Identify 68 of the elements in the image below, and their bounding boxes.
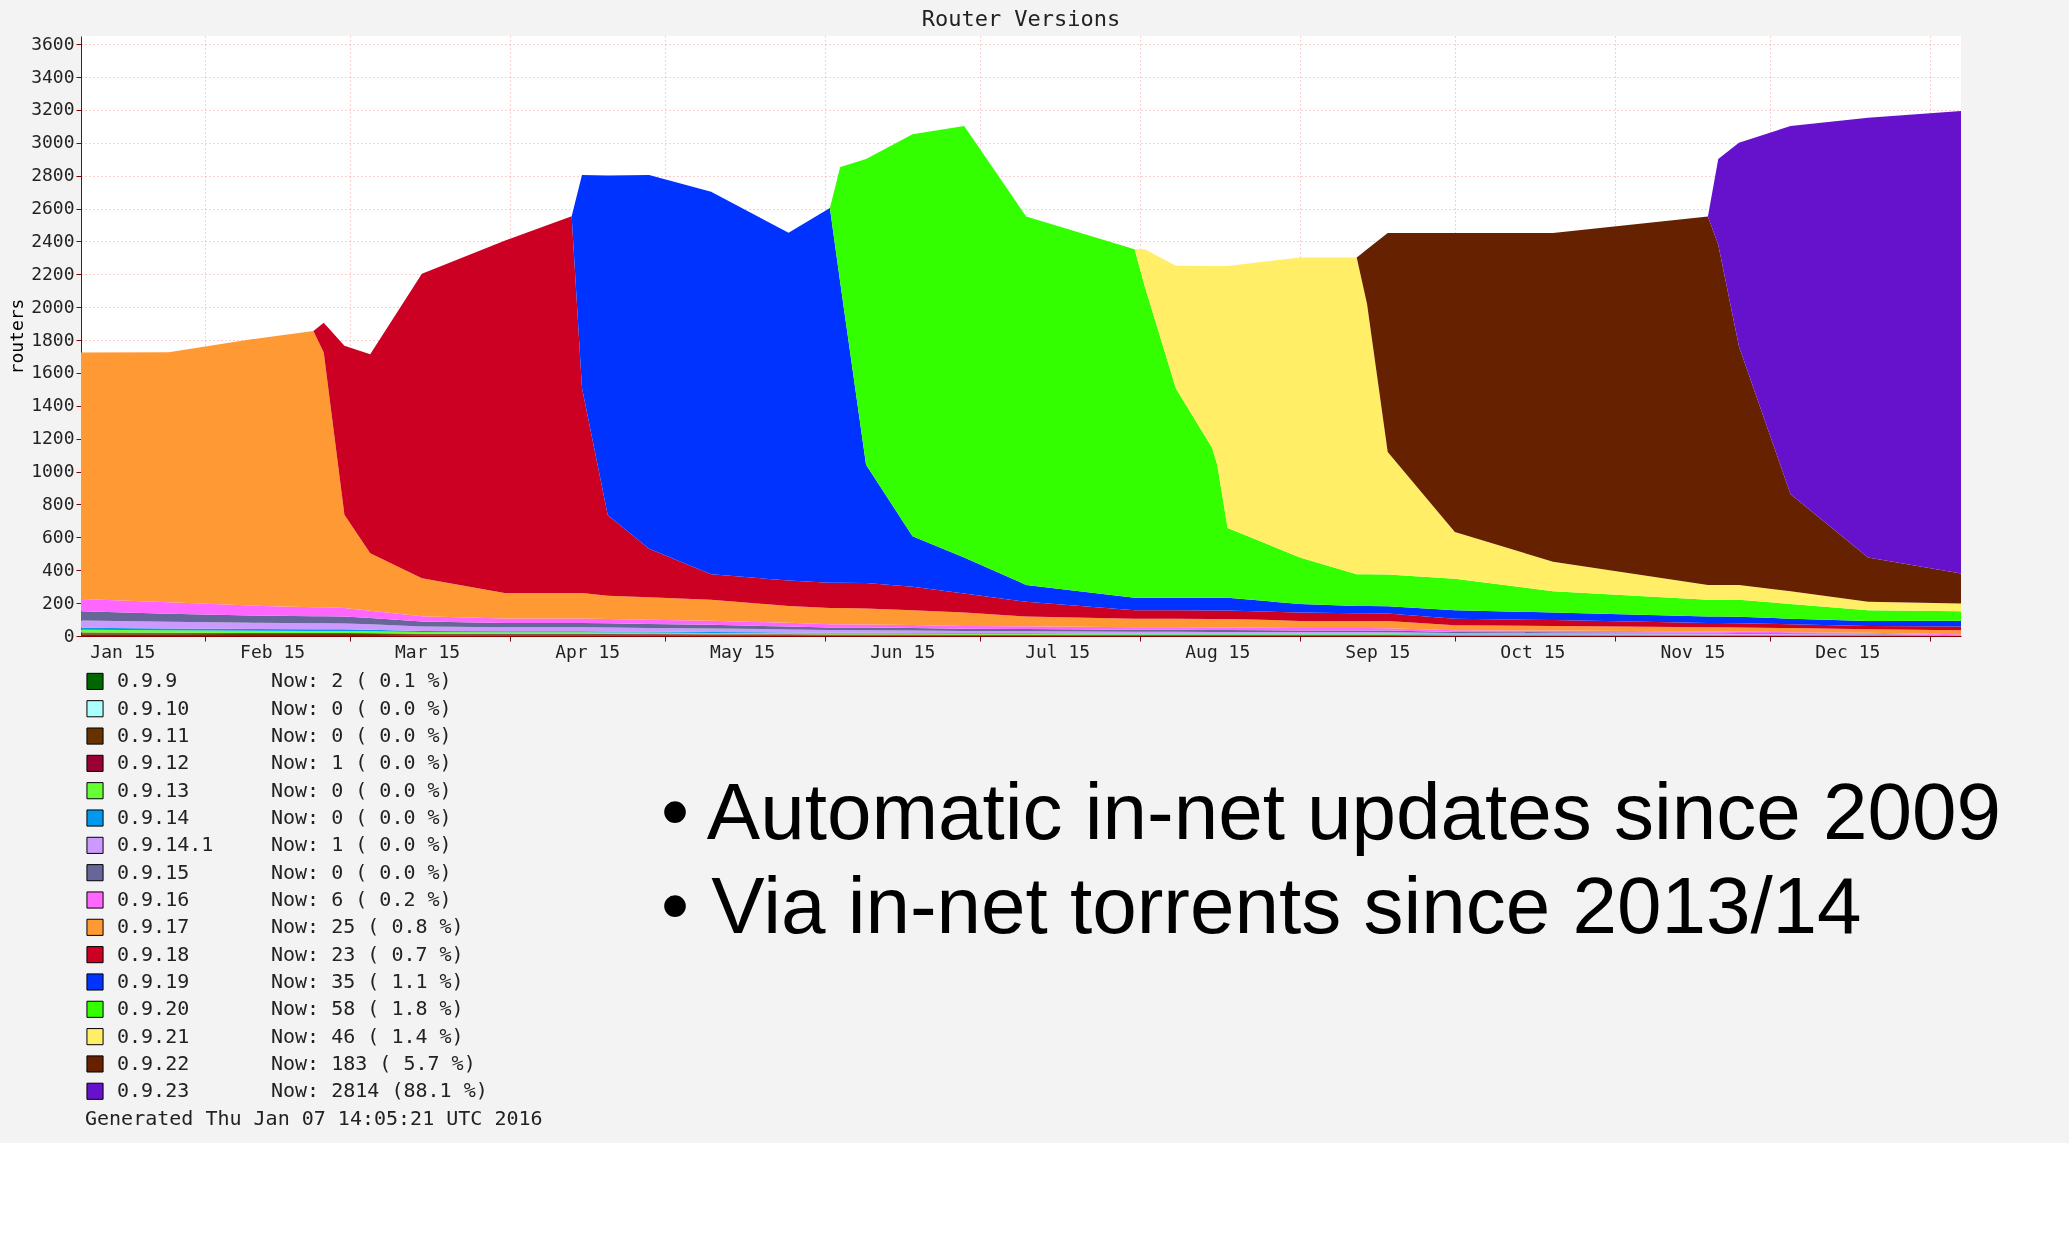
legend-label: 0.9.22: [117, 1050, 190, 1075]
legend-label: 0.9.20: [117, 996, 190, 1021]
y-tick-label: 1800: [31, 328, 75, 350]
x-tick-label: May 15: [710, 640, 776, 662]
x-tick-label: Sep 15: [1345, 640, 1411, 662]
text: • Via in-net torrents since 2013/14: [661, 861, 1862, 951]
y-tick-label: 3200: [31, 98, 75, 120]
legend-label: 0.9.12: [117, 750, 190, 775]
y-tick-label: 0: [63, 624, 75, 646]
legend-label: 0.9.17: [117, 914, 190, 939]
y-tick-label: 1000: [31, 460, 75, 482]
legend-label: 0.9.13: [117, 777, 190, 802]
text: Now: 0 ( 0.0 %): [271, 723, 452, 748]
y-tick-label: 2600: [31, 197, 75, 219]
legend-label: 0.9.15: [117, 859, 190, 884]
legend-label: 0.9.11: [117, 723, 190, 748]
y-tick-label: 1400: [31, 394, 75, 416]
text: Now: 0 ( 0.0 %): [271, 805, 452, 830]
y-tick-label: 3400: [31, 65, 75, 87]
x-tick-label: Mar 15: [395, 640, 461, 662]
y-tick-label: 1200: [31, 427, 75, 449]
text: Now: 6 ( 0.2 %): [271, 887, 452, 911]
x-tick-label: Aug 15: [1185, 640, 1251, 662]
chart-title: Router Versions: [921, 6, 1121, 32]
y-tick-label: 2400: [31, 229, 75, 251]
x-tick-label: Jun 15: [870, 640, 936, 662]
legend-label: 0.9.14: [117, 805, 190, 830]
y-tick-label: 3000: [31, 131, 75, 153]
y-tick-label: 1600: [31, 361, 75, 383]
text: • Automatic in-net updates since 2009: [661, 767, 2001, 857]
text: Now: 46 ( 1.4 %): [271, 1023, 464, 1048]
x-tick-label: Apr 15: [555, 640, 621, 662]
y-tick-label: 3600: [31, 32, 75, 54]
x-tick-label: Feb 15: [240, 640, 306, 662]
text: Now: 1 ( 0.0 %): [271, 750, 452, 775]
text: Now: 2 ( 0.1 %): [271, 668, 452, 693]
x-tick-label: Jul 15: [1025, 640, 1091, 662]
y-axis-title: routers: [6, 298, 28, 375]
text: Now: 35 ( 1.1 %): [271, 968, 464, 993]
legend-label: 0.9.16: [117, 887, 190, 911]
y-tick-label: 2200: [31, 262, 75, 284]
text: Generated Thu Jan 07 14:05:21 UTC 2016: [85, 1105, 543, 1130]
legend-label: 0.9.23: [117, 1078, 190, 1103]
text: Now: 23 ( 0.7 %): [271, 941, 464, 966]
legend-label: 0.9.19: [117, 968, 190, 993]
x-tick-label: Oct 15: [1500, 640, 1566, 662]
legend-label: 0.9.9: [117, 668, 178, 693]
x-tick-label: Jan 15: [90, 640, 156, 662]
text: Now: 25 ( 0.8 %): [271, 914, 464, 939]
x-tick-label: Nov 15: [1660, 640, 1726, 662]
y-tick-label: 400: [41, 558, 75, 580]
y-tick-label: 800: [41, 492, 75, 514]
y-tick-label: 600: [41, 525, 75, 547]
text: Now: 183 ( 5.7 %): [271, 1050, 476, 1075]
x-tick-label: Dec 15: [1815, 640, 1881, 662]
text: Now: 58 ( 1.8 %): [271, 996, 464, 1021]
text: Now: 0 ( 0.0 %): [271, 695, 452, 720]
y-tick-label: 2000: [31, 295, 75, 317]
legend-label: 0.9.18: [117, 941, 190, 966]
legend-label: 0.9.21: [117, 1023, 190, 1048]
text: Now: 0 ( 0.0 %): [271, 859, 452, 884]
text: Now: 1 ( 0.0 %): [271, 832, 452, 857]
legend-label: 0.9.10: [117, 695, 190, 720]
legend-label: 0.9.14.1: [117, 832, 214, 857]
y-tick-label: 200: [41, 591, 75, 613]
text: Now: 2814 (88.1 %): [271, 1078, 488, 1103]
text: Now: 0 ( 0.0 %): [271, 777, 452, 802]
y-tick-label: 2800: [31, 164, 75, 186]
